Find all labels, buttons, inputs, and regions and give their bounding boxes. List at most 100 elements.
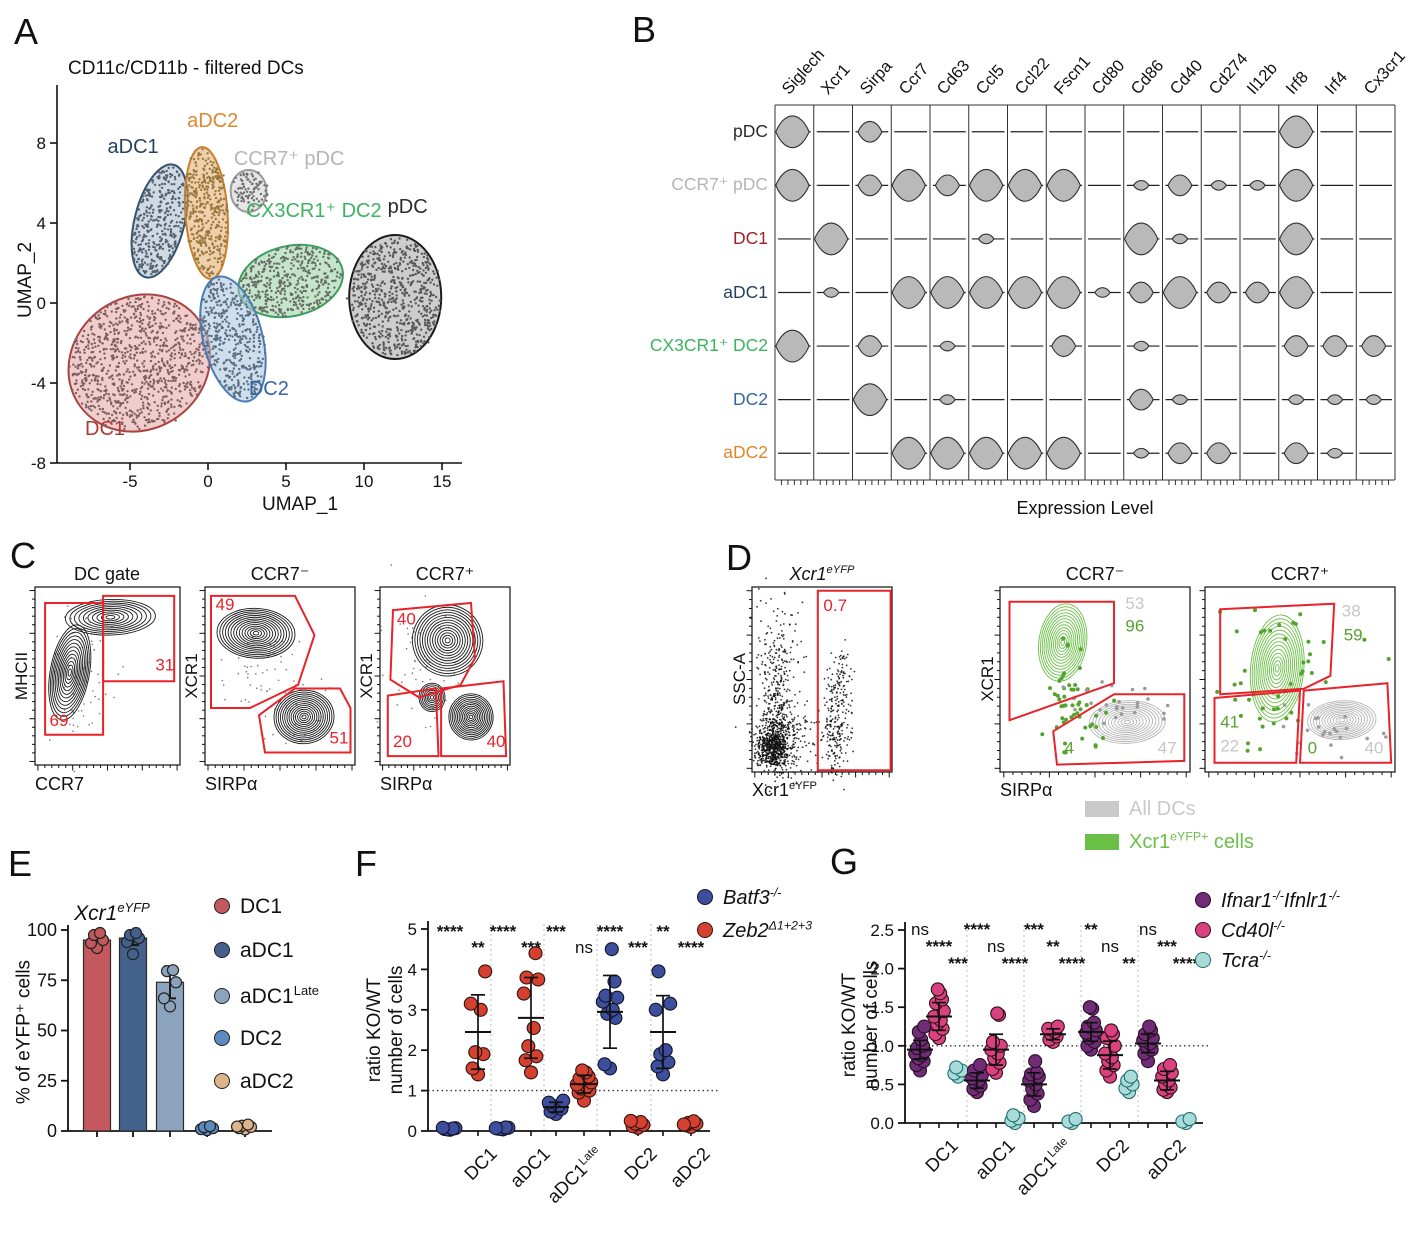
violin-shape (853, 384, 886, 416)
flow-scatter-dot (811, 721, 813, 723)
flow-scatter-dot (847, 738, 849, 740)
flow-scatter-dot (772, 744, 774, 746)
flow-scatter-dot (774, 722, 776, 724)
violin-shape (1163, 277, 1196, 309)
flow-scatter-dot (756, 606, 758, 608)
flow-fringe-dot (414, 660, 416, 662)
flow-fringe-dot (257, 665, 259, 667)
flow-scatter-dot (773, 677, 775, 679)
data-dot (918, 1020, 931, 1033)
flow-scatter-dot (788, 732, 790, 734)
flow-scatter-dot (759, 739, 761, 741)
flow-scatter-dot (766, 720, 768, 722)
flow-scatter-dot (843, 705, 845, 707)
flow-scatter-dot (839, 656, 841, 658)
flow-fringe-dot (97, 673, 99, 675)
flow-scatter-dot (784, 651, 786, 653)
flow-scatter-dot (847, 760, 849, 762)
flow-scatter-dot (751, 728, 753, 730)
flow-scatter-dot (780, 712, 782, 714)
flow-scatter-dot (765, 725, 767, 727)
flow-scatter-dot (789, 735, 791, 737)
flow-scatter-dot (848, 704, 850, 706)
flow-fringe-dot (255, 673, 257, 675)
significance-label: *** (948, 954, 968, 973)
flow-scatter-dot (841, 730, 843, 732)
significance-label: **** (1002, 954, 1029, 973)
flow-scatter-dot (757, 727, 759, 729)
significance-label: *** (521, 938, 541, 957)
flow-contour-ring (438, 631, 457, 650)
flow-scatter-dot (841, 650, 843, 652)
flow-scatter-dot (840, 748, 842, 750)
flow-scatter-dot (844, 639, 846, 641)
flow-fringe-dot (49, 739, 51, 741)
flow-scatter-dot (779, 688, 781, 690)
flow-scatter-dot (843, 685, 845, 687)
flow-scatter-dot (775, 665, 777, 667)
flow-scatter-dot (774, 732, 776, 734)
flow-dot (1317, 725, 1321, 729)
flow-dot (1101, 736, 1105, 740)
flow-dot (1262, 629, 1266, 633)
violin-shape (970, 277, 1003, 309)
flow-scatter-dot (765, 742, 767, 744)
flow-scatter-dot (758, 698, 760, 700)
flow-scatter-dot (781, 677, 783, 679)
flow-fringe-dot (122, 666, 124, 668)
flow-scatter-dot (851, 712, 853, 714)
flow-fringe-dot (410, 642, 412, 644)
flow-scatter-dot (831, 749, 833, 751)
flow-scatter-dot (790, 752, 792, 754)
flow-scatter-dot (764, 727, 766, 729)
flow-scatter-dot (777, 736, 779, 738)
flow-scatter-dot (764, 744, 766, 746)
flow-scatter-dot (772, 753, 774, 755)
violin-shape (776, 169, 809, 201)
flow-fringe-dot (78, 710, 80, 712)
flow-scatter-dot (850, 668, 852, 670)
flow-scatter-dot (776, 776, 778, 778)
flow-scatter-dot (786, 769, 788, 771)
flow-scatter-dot (827, 684, 829, 686)
flow-fringe-dot (404, 674, 406, 676)
flow-scatter-dot (781, 666, 783, 668)
flow-scatter-dot (800, 641, 802, 643)
flow-scatter-dot (829, 699, 831, 701)
flow-scatter-dot (808, 742, 810, 744)
flow-fringe-dot (244, 666, 246, 668)
flow-scatter-dot (781, 705, 783, 707)
flow-contour-ring (53, 641, 87, 703)
flow-scatter-dot (833, 689, 835, 691)
flow-dot (1306, 640, 1310, 644)
legend-dot (214, 1030, 230, 1046)
flow-contour-ring (272, 688, 336, 746)
flow-fringe-dot (425, 727, 427, 729)
flow-scatter-dot (773, 726, 775, 728)
flow-scatter-dot (765, 784, 767, 786)
flow-fringe-dot (411, 708, 413, 710)
flow-contour-ring (63, 661, 76, 684)
flow-scatter-dot (830, 711, 832, 713)
flow-scatter-dot (769, 646, 771, 648)
flow-scatter-dot (762, 736, 764, 738)
flow-scatter-dot (765, 722, 767, 724)
flow-scatter-dot (769, 651, 771, 653)
flow-scatter-dot (821, 739, 823, 741)
flow-scatter-dot (757, 760, 759, 762)
flow-scatter-dot (834, 755, 836, 757)
flow-scatter-dot (765, 602, 767, 604)
flow-scatter-dot (843, 760, 845, 762)
flow-scatter-dot (838, 663, 840, 665)
flow-scatter-dot (776, 620, 778, 622)
bar-dot (205, 1121, 216, 1132)
flow-scatter-dot (767, 761, 769, 763)
flow-scatter-dot (845, 752, 847, 754)
flow-dot (1102, 722, 1106, 726)
y-tick-label: 1.0 (870, 1037, 894, 1056)
flow-scatter-dot (769, 729, 771, 731)
flow-scatter-dot (805, 728, 807, 730)
data-dot (677, 1118, 690, 1131)
flow-scatter-dot (762, 661, 764, 663)
flow-scatter-dot (778, 649, 780, 651)
